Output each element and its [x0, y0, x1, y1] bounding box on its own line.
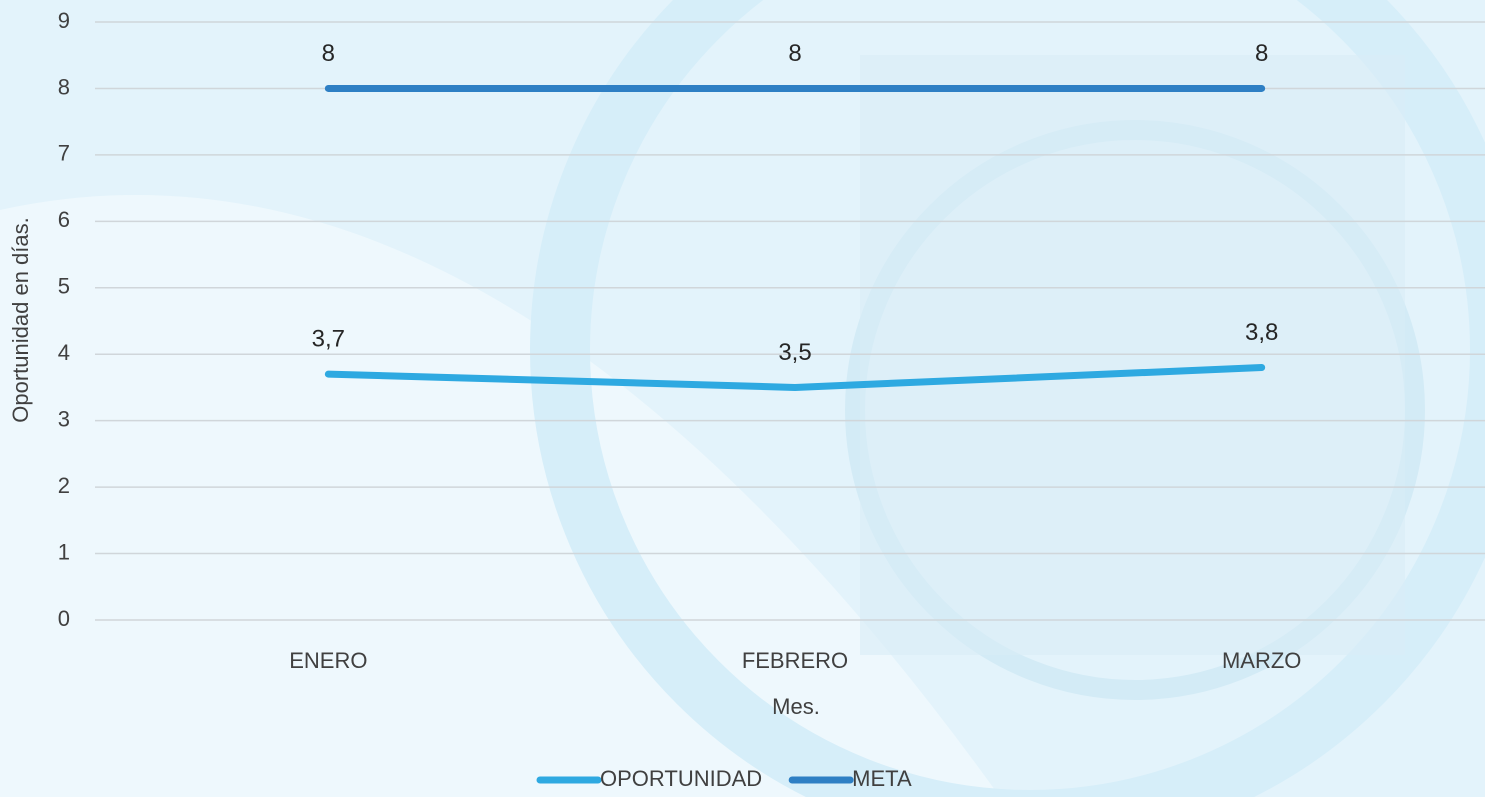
watermark [530, 0, 1485, 797]
y-tick-label: 8 [58, 74, 70, 99]
data-label: 3,7 [312, 325, 345, 352]
x-tick-label: FEBRERO [742, 648, 848, 673]
y-tick-label: 0 [58, 606, 70, 631]
x-axis-title: Mes. [772, 694, 820, 719]
data-label: 8 [1255, 40, 1268, 67]
y-tick-label: 4 [58, 340, 70, 365]
y-tick-label: 3 [58, 406, 70, 431]
x-tick-label: MARZO [1222, 648, 1301, 673]
y-tick-label: 2 [58, 473, 70, 498]
y-tick-label: 1 [58, 539, 70, 564]
y-tick-label: 5 [58, 274, 70, 299]
data-label: 8 [788, 40, 801, 67]
legend-label: META [852, 766, 912, 791]
y-tick-label: 9 [58, 8, 70, 33]
y-axis-title: Oportunidad en días. [8, 217, 33, 422]
watermark [0, 195, 1000, 797]
x-tick-label: ENERO [289, 648, 367, 673]
watermark [860, 55, 1405, 655]
data-label: 8 [322, 40, 335, 67]
data-label: 3,5 [778, 339, 811, 366]
line-series [324, 364, 1266, 391]
legend-label: OPORTUNIDAD [600, 766, 762, 791]
y-tick-label: 7 [58, 141, 70, 166]
data-label: 3,8 [1245, 319, 1278, 346]
y-tick-label: 6 [58, 207, 70, 232]
